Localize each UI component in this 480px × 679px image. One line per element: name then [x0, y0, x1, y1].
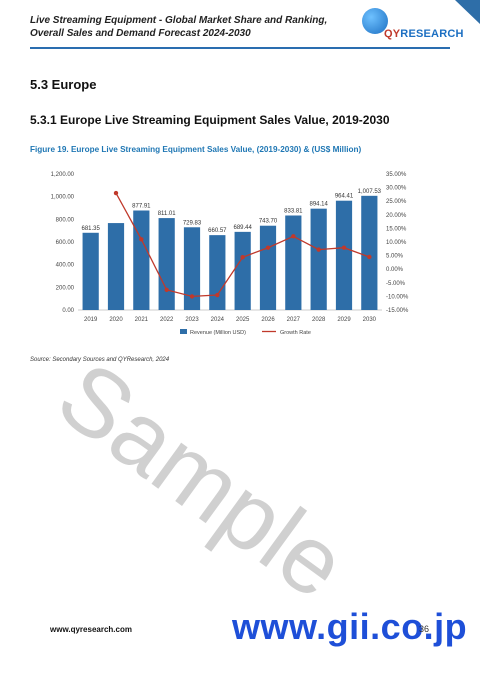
x-tick-label: 2023 — [185, 317, 199, 323]
right-tick-label: 30.00% — [386, 186, 407, 192]
header-title: Live Streaming Equipment - Global Market… — [30, 15, 328, 39]
x-tick-label: 2024 — [211, 317, 225, 323]
distributor-url[interactable]: www.gii.co.jp — [232, 606, 468, 647]
bar-label-2023: 729.83 — [183, 220, 202, 226]
bar-label-2028: 894.14 — [309, 202, 328, 208]
footer-url[interactable]: www.qyresearch.com — [50, 625, 132, 634]
right-tick-label: 5.00% — [386, 254, 404, 260]
growth-point-2029 — [341, 245, 347, 250]
bar-2030 — [361, 195, 378, 310]
qyresearch-logo: QYRESEARCH — [384, 28, 464, 40]
growth-point-2025 — [240, 255, 245, 260]
x-tick-label: 2025 — [236, 317, 250, 323]
qyresearch-logo-icon — [362, 8, 388, 34]
right-tick-label: -5.00% — [386, 281, 406, 287]
left-tick-label: 800.00 — [56, 217, 75, 223]
left-tick-label: 0.00 — [62, 308, 74, 314]
left-tick-label: 600.00 — [56, 240, 75, 246]
bar-label-2022: 811.01 — [158, 211, 177, 217]
bar-label-2029: 964.41 — [335, 194, 354, 200]
bar-2019 — [82, 232, 99, 310]
left-tick-label: 200.00 — [56, 285, 75, 291]
figure-source: Source: Secondary Sources and QYResearch… — [30, 357, 170, 363]
x-tick-label: 2020 — [109, 317, 123, 323]
bar-2025 — [234, 231, 251, 310]
growth-point-2030 — [367, 254, 372, 260]
x-tick-label: 2028 — [312, 317, 326, 323]
growth-point-2020 — [113, 190, 119, 196]
right-tick-label: 15.00% — [386, 226, 407, 232]
header-rule — [30, 47, 450, 49]
logo-qy: QY — [384, 28, 401, 40]
sales-value-chart: 681.35 877.91 811.01 729.83 660.57 689.44 743.… — [51, 172, 409, 336]
legend-revenue-swatch — [180, 329, 187, 334]
growth-point-2021 — [139, 237, 144, 242]
figure-caption: Figure 19. Europe Live Streaming Equipme… — [30, 145, 362, 154]
left-tick-label: 400.00 — [56, 263, 75, 269]
x-tick-label: 2019 — [84, 317, 98, 323]
bar-2026 — [259, 225, 277, 310]
bar-label-2021: 877.91 — [132, 204, 151, 210]
growth-point-2028 — [316, 247, 321, 252]
page-number: 36 — [419, 624, 430, 634]
bar-2020 — [107, 223, 125, 310]
legend-revenue-label: Revenue (Million USD) — [190, 330, 246, 336]
bar-label-2019: 681.35 — [81, 226, 100, 232]
bar-2029 — [335, 200, 353, 310]
right-tick-label: -10.00% — [386, 294, 409, 300]
left-tick-label: 1,200.00 — [51, 172, 75, 178]
bar-2022 — [158, 218, 175, 310]
x-tick-label: 2027 — [287, 317, 301, 323]
bar-2021 — [133, 210, 150, 310]
logo-research: RESEARCH — [400, 28, 464, 40]
left-tick-label: 1,000.00 — [51, 195, 75, 201]
header-corner-accent — [455, 0, 480, 24]
sample-watermark: Sample — [38, 341, 366, 620]
right-tick-label: 10.00% — [386, 240, 407, 246]
right-tick-label: -15.00% — [386, 308, 409, 314]
bar-2027 — [285, 215, 302, 310]
bar-2024 — [209, 235, 226, 310]
growth-point-2026 — [265, 245, 271, 250]
right-tick-label: 20.00% — [386, 213, 407, 219]
bar-2028 — [310, 208, 327, 310]
bar-label-2027: 833.81 — [284, 209, 303, 215]
bar-label-2025: 689.44 — [233, 225, 252, 231]
growth-point-2024 — [215, 292, 220, 298]
growth-point-2023 — [189, 294, 195, 299]
growth-point-2027 — [291, 234, 296, 239]
section-subheading: 5.3.1 Europe Live Streaming Equipment Sa… — [30, 113, 390, 127]
growth-point-2022 — [164, 287, 169, 293]
x-tick-label: 2029 — [337, 317, 351, 323]
bar-label-2024: 660.57 — [208, 228, 227, 234]
x-tick-label: 2026 — [261, 317, 275, 323]
bar-2023 — [183, 227, 201, 310]
x-tick-label: 2022 — [160, 317, 174, 323]
legend-growth-label: Growth Rate — [280, 330, 311, 336]
right-tick-label: 25.00% — [386, 199, 407, 205]
right-tick-label: 0.00% — [386, 267, 404, 273]
x-tick-label: 2030 — [363, 317, 377, 323]
section-heading: 5.3 Europe — [30, 77, 97, 92]
x-tick-label: 2021 — [135, 317, 149, 323]
right-tick-label: 35.00% — [386, 172, 407, 178]
bar-label-2026: 743.70 — [259, 219, 278, 225]
bar-label-2030: 1,007.53 — [358, 189, 382, 195]
